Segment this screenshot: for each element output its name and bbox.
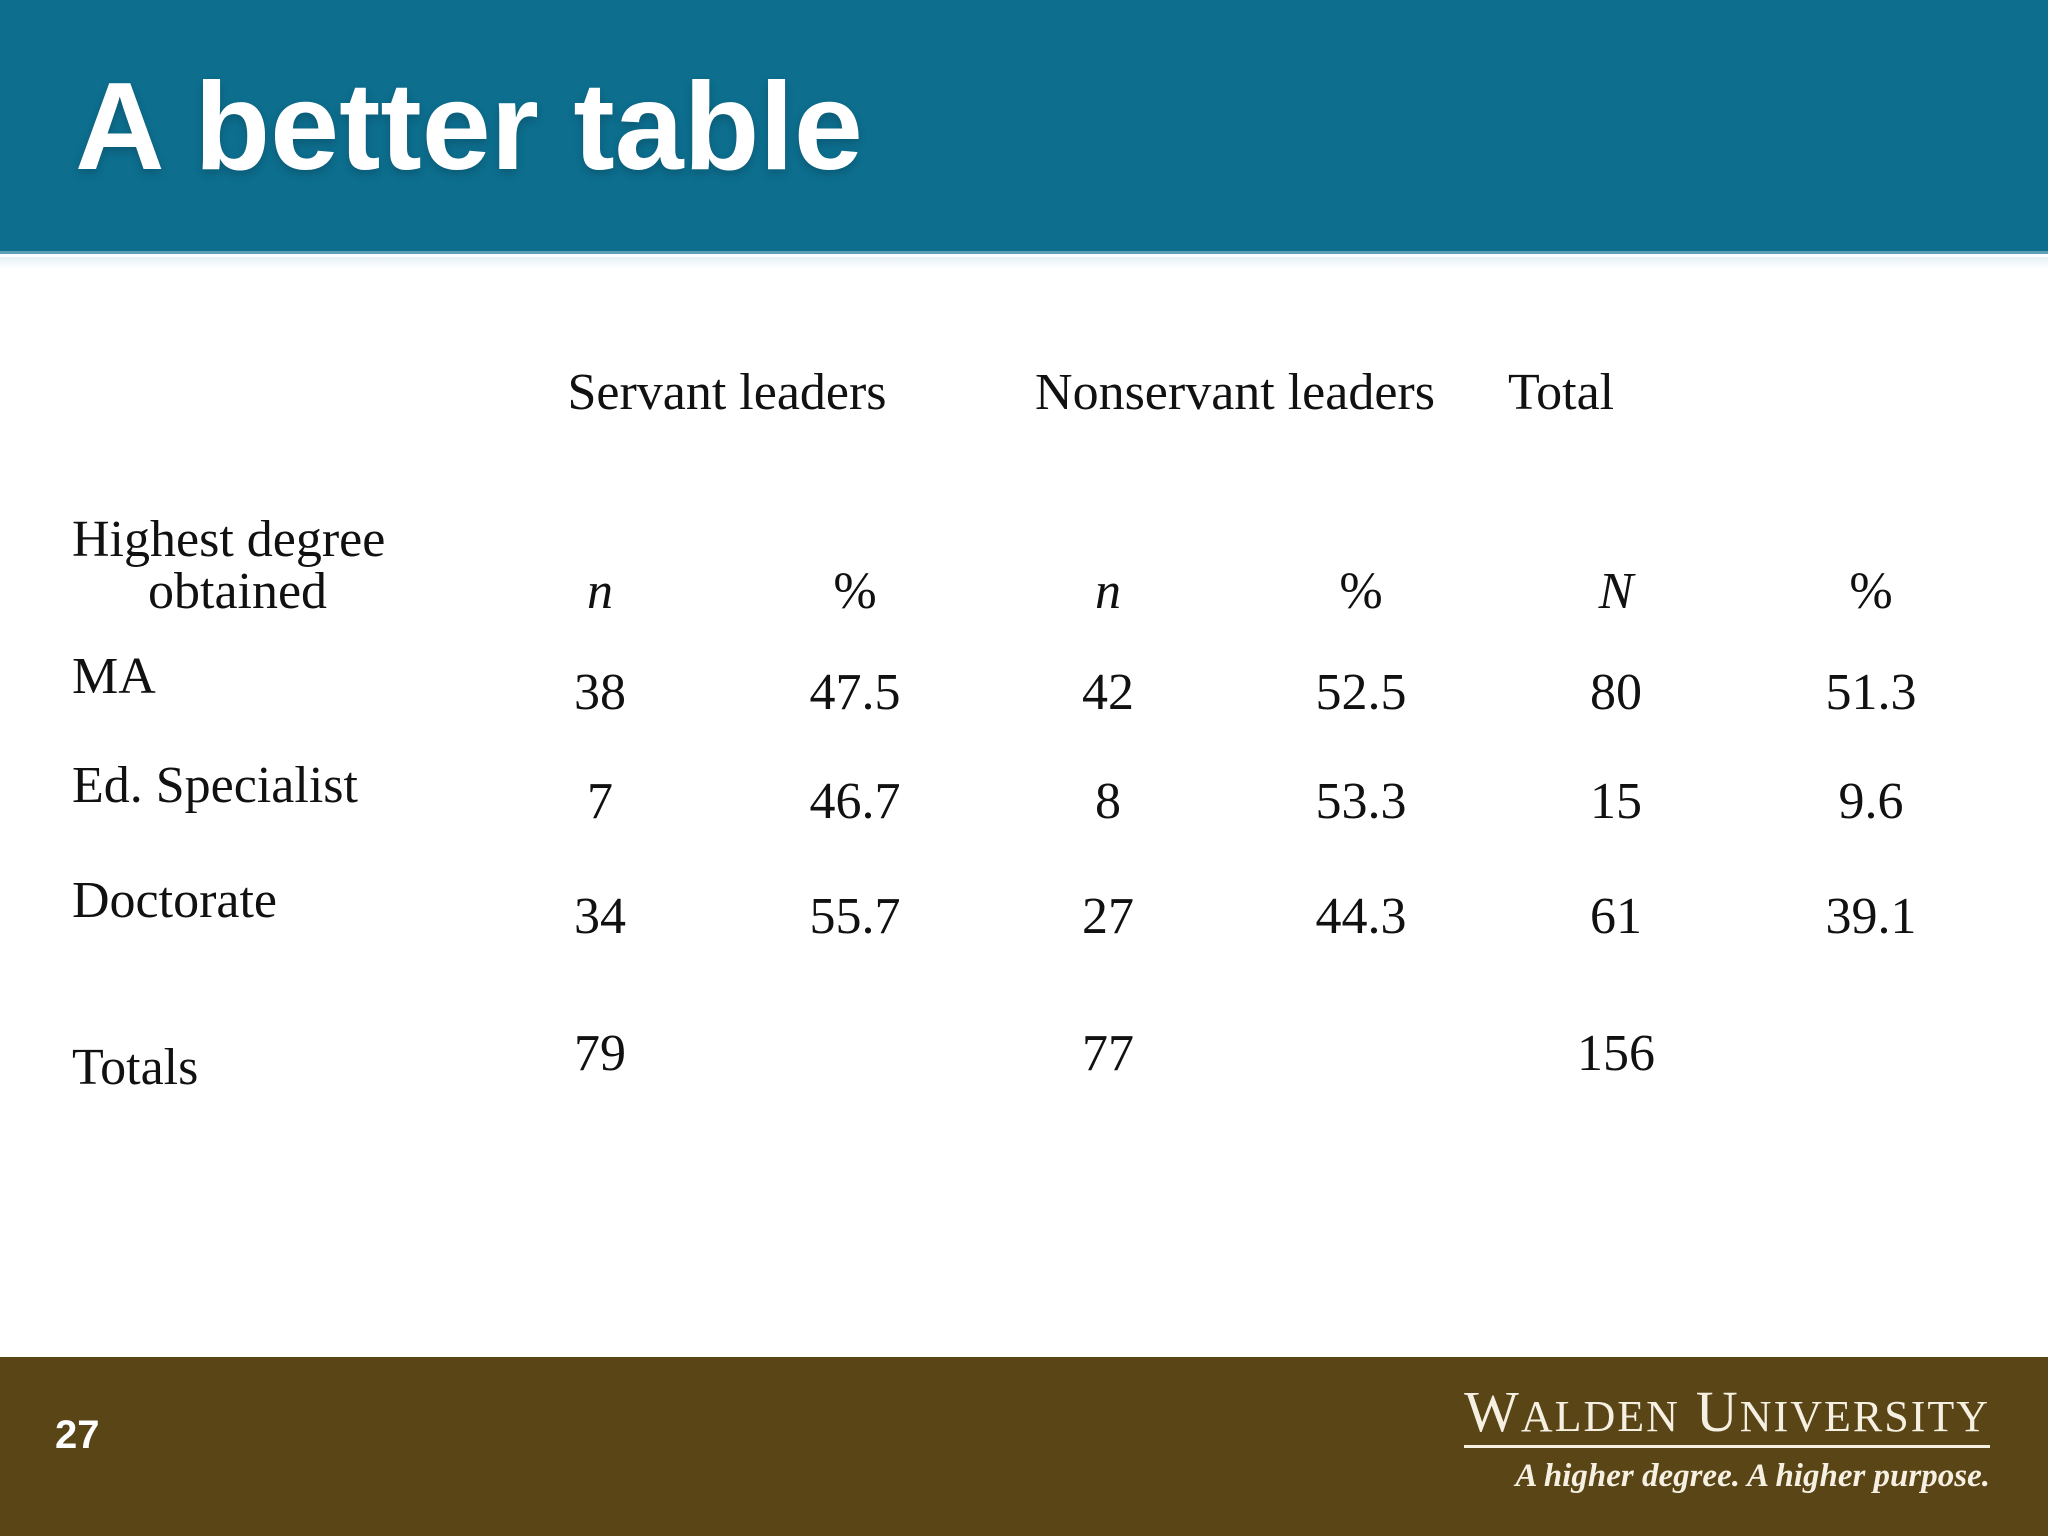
group-header-total: Total	[1508, 364, 1615, 421]
cell-value: 9.6	[1838, 773, 1904, 830]
cell-value: 53.3	[1315, 773, 1407, 830]
table-row-totals: Totals 79 77 156	[0, 1028, 1998, 1094]
col-header-N-total: N	[1598, 563, 1634, 620]
cell-value: 34	[574, 888, 626, 945]
stub-header: Highest degree obtained	[0, 514, 472, 618]
stub-header-line2: obtained	[148, 563, 328, 620]
col-header-pct-nonservant: %	[1339, 563, 1383, 620]
cell-value: 46.7	[809, 773, 901, 830]
title-bar-divider	[0, 257, 2048, 269]
cell-value: 79	[574, 1025, 626, 1082]
table-row-ma: MA 38 47.5 42 52.5 80 51.3	[0, 651, 1998, 719]
row-label: Doctorate	[72, 872, 278, 929]
page-number: 27	[55, 1413, 100, 1457]
empty-cell	[728, 1028, 982, 1094]
walden-university-logo: WALDEN UNIVERSITY A higher degree. A high…	[1464, 1383, 1990, 1494]
cell-value: 80	[1590, 664, 1642, 721]
cell-value: 27	[1082, 888, 1134, 945]
cell-value: 38	[574, 664, 626, 721]
cell-value: 8	[1095, 773, 1121, 830]
cell-value: 55.7	[809, 888, 901, 945]
logo-tagline: A higher degree. A higher purpose.	[1515, 1458, 1990, 1494]
cell-value: 7	[587, 773, 613, 830]
table-group-header-row: Servant leaders Nonservant leaders Total	[0, 367, 1998, 419]
table-column-header-row: Highest degree obtained n % n % N %	[0, 514, 1998, 618]
cell-value: 15	[1590, 773, 1642, 830]
empty-cell	[0, 367, 472, 419]
col-header-pct-total: %	[1849, 563, 1893, 620]
col-header-n-nonservant: n	[1095, 563, 1121, 620]
group-header-servant-leaders: Servant leaders	[567, 364, 887, 421]
cell-value: 44.3	[1315, 888, 1407, 945]
cell-value: 77	[1082, 1025, 1134, 1082]
cell-value: 52.5	[1315, 664, 1407, 721]
cell-value: 39.1	[1825, 888, 1917, 945]
row-label: Totals	[72, 1039, 199, 1096]
empty-cell	[1234, 1028, 1488, 1094]
logo-word-university: UNIVERSITY	[1695, 1379, 1990, 1444]
stub-header-line1: Highest degree	[72, 511, 386, 568]
col-header-n-servant: n	[587, 563, 613, 620]
logo-wordmark: WALDEN UNIVERSITY	[1464, 1383, 1990, 1441]
table-row-ed-specialist: Ed. Specialist 7 46.7 8 53.3 15 9.6	[0, 760, 1998, 828]
cell-value: 47.5	[809, 664, 901, 721]
cell-value: 61	[1590, 888, 1642, 945]
empty-cell	[1744, 1028, 1998, 1094]
cell-value: 51.3	[1825, 664, 1917, 721]
slide-footer-bar: 27 WALDEN UNIVERSITY A higher degree. A h…	[0, 1357, 2048, 1536]
col-header-pct-servant: %	[833, 563, 877, 620]
slide-title: A better table	[75, 58, 863, 196]
slide-title-bar: A better table	[0, 0, 2048, 254]
logo-underline-rule	[1464, 1445, 1990, 1448]
logo-word-walden: WALDEN	[1464, 1379, 1680, 1444]
cell-value: 42	[1082, 664, 1134, 721]
cell-value: 156	[1577, 1025, 1655, 1082]
row-label: Ed. Specialist	[72, 757, 358, 814]
row-label: MA	[72, 648, 156, 705]
table-row-doctorate: Doctorate 34 55.7 27 44.3 61 39.1	[0, 875, 1998, 943]
group-header-nonservant-leaders: Nonservant leaders	[1035, 364, 1435, 421]
